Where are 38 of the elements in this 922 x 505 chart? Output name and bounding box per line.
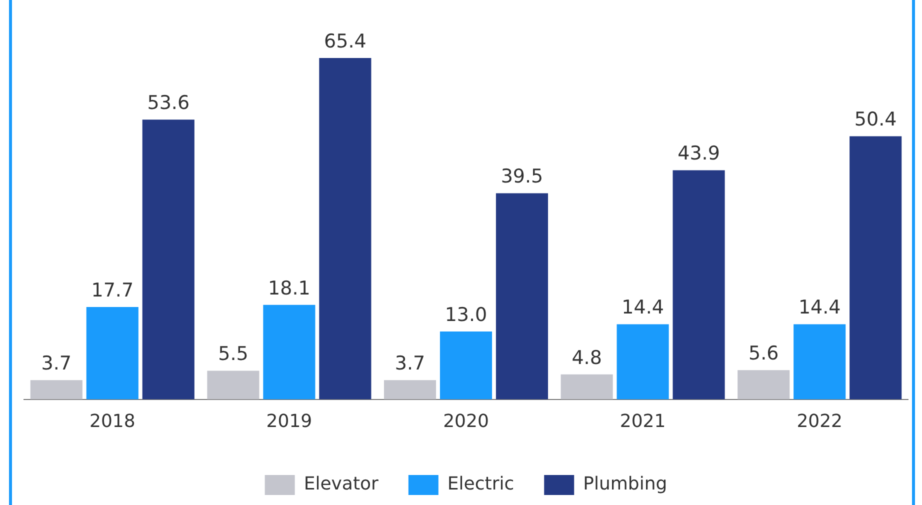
bar (86, 307, 138, 400)
data-label: 5.5 (218, 343, 248, 366)
legend-label: Plumbing (583, 474, 668, 495)
data-label: 13.0 (444, 304, 488, 326)
bar (496, 193, 548, 400)
data-label: 14.4 (798, 296, 841, 319)
data-label: 4.8 (572, 346, 602, 369)
bar (440, 332, 492, 400)
data-label: 3.7 (41, 352, 72, 375)
legend-label: Elevator (304, 474, 380, 495)
bar (794, 324, 846, 400)
bar (142, 120, 194, 400)
bar (30, 380, 82, 400)
data-label: 14.4 (622, 296, 664, 319)
bar (263, 304, 316, 400)
bar (384, 380, 436, 400)
bar (672, 170, 725, 400)
bar (560, 374, 613, 400)
data-label: 50.4 (854, 108, 897, 131)
x-tick-label: 2018 (89, 410, 136, 432)
data-label: 18.1 (268, 277, 310, 300)
bar (319, 58, 372, 400)
x-tick-label: 2020 (443, 410, 489, 432)
bar (738, 370, 790, 400)
data-label: 17.7 (91, 279, 134, 302)
x-tick-label: 2019 (266, 410, 312, 432)
data-label: 39.5 (500, 166, 544, 188)
data-label: 3.7 (394, 352, 426, 375)
data-label: 5.6 (748, 342, 779, 365)
bar (207, 370, 260, 400)
legend-label: Electric (447, 474, 514, 495)
bar (850, 136, 902, 400)
data-label: 65.4 (324, 30, 366, 52)
x-tick-label: 2021 (620, 410, 666, 432)
data-label: 43.9 (678, 142, 720, 165)
bar (616, 324, 669, 400)
x-tick-label: 2022 (796, 410, 843, 432)
data-label: 53.6 (147, 92, 190, 114)
